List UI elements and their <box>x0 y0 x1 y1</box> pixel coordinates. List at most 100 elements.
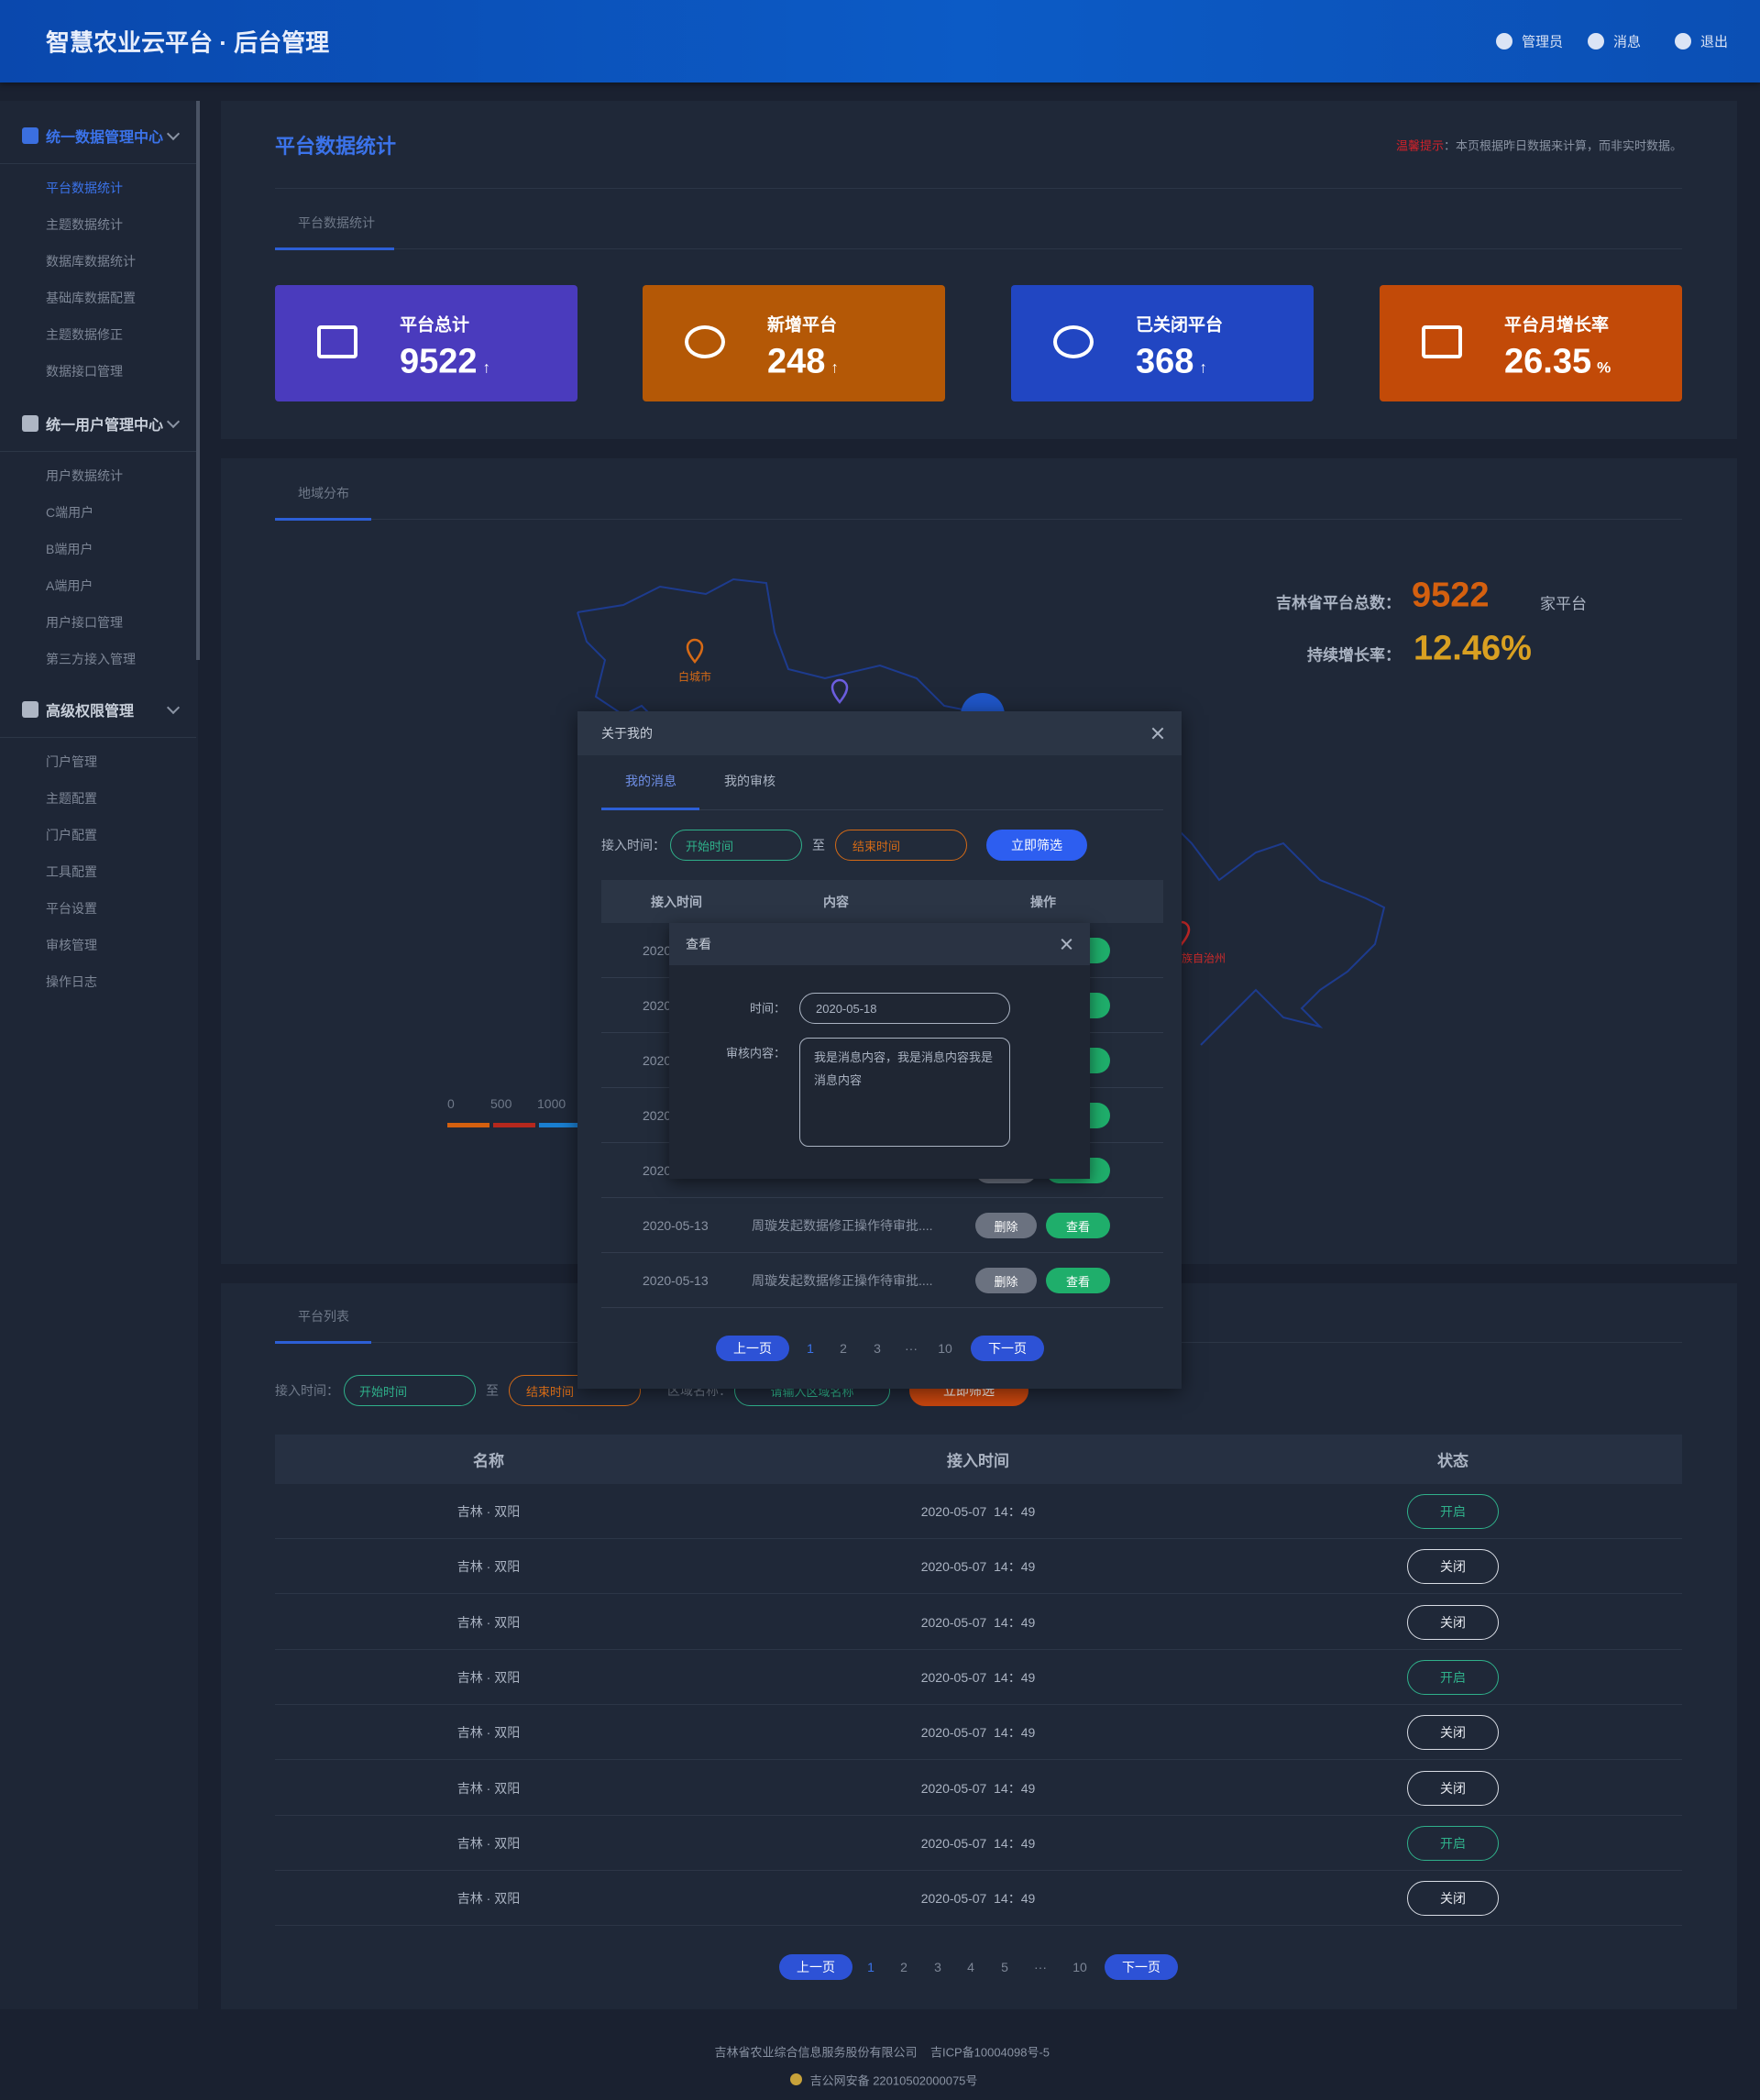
sidebar-item: 数据库数据统计 <box>46 254 136 269</box>
page-number[interactable]: ··· <box>905 1341 918 1356</box>
page-number[interactable]: 1 <box>807 1341 814 1356</box>
stat-card: 平台月增长率 26.35% <box>1380 285 1682 401</box>
status-button[interactable]: 开启 <box>1407 1825 1499 1861</box>
sidebar-group-icon <box>22 415 38 432</box>
stat-label: 平台总计 <box>400 315 470 335</box>
sidebar-item: 主题配置 <box>46 791 97 806</box>
status-button[interactable]: 关闭 <box>1407 1549 1499 1585</box>
page-number[interactable]: ··· <box>1034 1960 1047 1974</box>
stat-value: 9522 ↑ <box>400 342 491 381</box>
page-number[interactable]: 4 <box>967 1960 974 1974</box>
sidebar-scrollbar <box>196 101 200 660</box>
tab-underline <box>275 1341 371 1344</box>
page-number[interactable]: 10 <box>938 1341 952 1356</box>
summary-label: 持续增长率： <box>1307 646 1401 665</box>
header <box>0 0 1760 82</box>
stat-unit: ↑ <box>830 358 839 377</box>
page-next[interactable]: 下一页 <box>971 1336 1044 1361</box>
column-header: 状态 <box>1437 1452 1468 1470</box>
status-button[interactable]: 关闭 <box>1407 1770 1499 1806</box>
delete-button[interactable]: 删除 <box>975 1213 1037 1238</box>
page-next[interactable]: 下一页 <box>1105 1954 1178 1980</box>
page-prev[interactable]: 上一页 <box>779 1954 852 1980</box>
sidebar-item: 审核管理 <box>46 938 97 952</box>
field-label: 审核内容： <box>725 1046 786 1061</box>
status-button[interactable]: 关闭 <box>1407 1604 1499 1640</box>
sidebar-item: 工具配置 <box>46 864 97 879</box>
tab-underline <box>275 247 394 250</box>
summary-label: 吉林省平台总数： <box>1276 594 1401 612</box>
stat-icon <box>685 325 725 358</box>
legend-swatch <box>447 1123 490 1127</box>
view-button[interactable]: 查看 <box>1046 1213 1110 1238</box>
summary-unit: 家平台 <box>1540 595 1587 613</box>
modal-tab: 我的审核 <box>724 774 776 788</box>
modal-tab-underline <box>601 808 699 810</box>
sidebar-item: 第三方接入管理 <box>46 652 136 666</box>
cell: 吉林 · 双阳 <box>456 1780 521 1796</box>
row-line <box>275 1538 1682 1539</box>
delete-button[interactable]: 删除 <box>975 1268 1037 1293</box>
tab: 平台列表 <box>298 1309 349 1324</box>
cell: 2020-05-13 <box>643 1273 709 1288</box>
sidebar-item: 数据接口管理 <box>46 364 123 379</box>
modal-header <box>578 711 1182 755</box>
stat-label: 已关闭平台 <box>1136 315 1224 335</box>
sidebar-item: 主题数据修正 <box>46 327 123 342</box>
view-button[interactable]: 查看 <box>1046 1268 1110 1293</box>
filter-button[interactable]: 立即筛选 <box>986 830 1087 861</box>
tab-line <box>275 519 1682 520</box>
sidebar-group-title: 统一数据管理中心 <box>46 130 164 146</box>
page-prev[interactable]: 上一页 <box>716 1336 789 1361</box>
page-number[interactable]: 3 <box>874 1341 881 1356</box>
stat-icon <box>1422 325 1462 358</box>
modal-table-header <box>601 880 1163 923</box>
tab-underline <box>275 518 371 521</box>
status-button[interactable]: 关闭 <box>1407 1881 1499 1917</box>
page-number[interactable]: 10 <box>1072 1960 1087 1974</box>
sidebar-divider <box>0 451 196 452</box>
summary-total: 9522 <box>1412 576 1490 615</box>
cell: 吉林 · 双阳 <box>456 1614 521 1630</box>
legend-swatch <box>539 1123 581 1127</box>
summary-growth: 12.46% <box>1414 629 1532 668</box>
tip: 温馨提示：本页根据昨日数据来计算，而非实时数据。 <box>1396 137 1682 154</box>
cell: 周璇发起数据修正操作待审批.... <box>752 1218 933 1233</box>
cell: 周璇发起数据修正操作待审批.... <box>752 1273 933 1288</box>
detail-header <box>669 923 1090 965</box>
row-line <box>275 1925 1682 1927</box>
page-number[interactable]: 5 <box>1001 1960 1008 1974</box>
header-title: 智慧农业云平台 · 后台管理 <box>46 28 330 57</box>
field-label: 时间： <box>749 1001 786 1016</box>
cell: 2020-05-07 14：49 <box>920 1725 1036 1741</box>
stat-card: 新增平台 248 ↑ <box>643 285 945 401</box>
header-action: 管理员 <box>1522 34 1564 50</box>
status-button[interactable]: 开启 <box>1407 1659 1499 1695</box>
date-input: 结束时间 <box>509 1375 641 1406</box>
page-number[interactable]: 2 <box>900 1960 908 1974</box>
stat-unit: ↑ <box>1199 358 1207 377</box>
sidebar-item: 平台设置 <box>46 901 97 916</box>
page-number[interactable]: 2 <box>840 1341 847 1356</box>
filter-sep: 至 <box>486 1383 499 1398</box>
stat-card: 已关闭平台 368 ↑ <box>1011 285 1314 401</box>
sidebar-divider <box>0 163 196 164</box>
tip-label: 温馨提示 <box>1395 138 1444 153</box>
sidebar-item: 基础库数据配置 <box>46 291 136 305</box>
page-number[interactable]: 1 <box>867 1960 874 1974</box>
status-button[interactable]: 开启 <box>1407 1494 1499 1529</box>
detail-modal <box>669 923 1090 1179</box>
cell: 2020-05-07 14：49 <box>920 1835 1036 1851</box>
tab-line <box>275 248 1682 249</box>
sidebar-item: 用户接口管理 <box>46 615 123 630</box>
panel-title: 平台数据统计 <box>275 135 397 158</box>
page-number[interactable]: 3 <box>934 1960 941 1974</box>
status-button[interactable]: 关闭 <box>1407 1715 1499 1751</box>
column-header: 接入时间 <box>651 895 702 909</box>
cell: 2020-05-07 14：49 <box>920 1614 1036 1630</box>
row-line <box>275 1593 1682 1595</box>
sidebar-group-title: 高级权限管理 <box>46 704 135 720</box>
column-header: 名称 <box>473 1452 504 1470</box>
